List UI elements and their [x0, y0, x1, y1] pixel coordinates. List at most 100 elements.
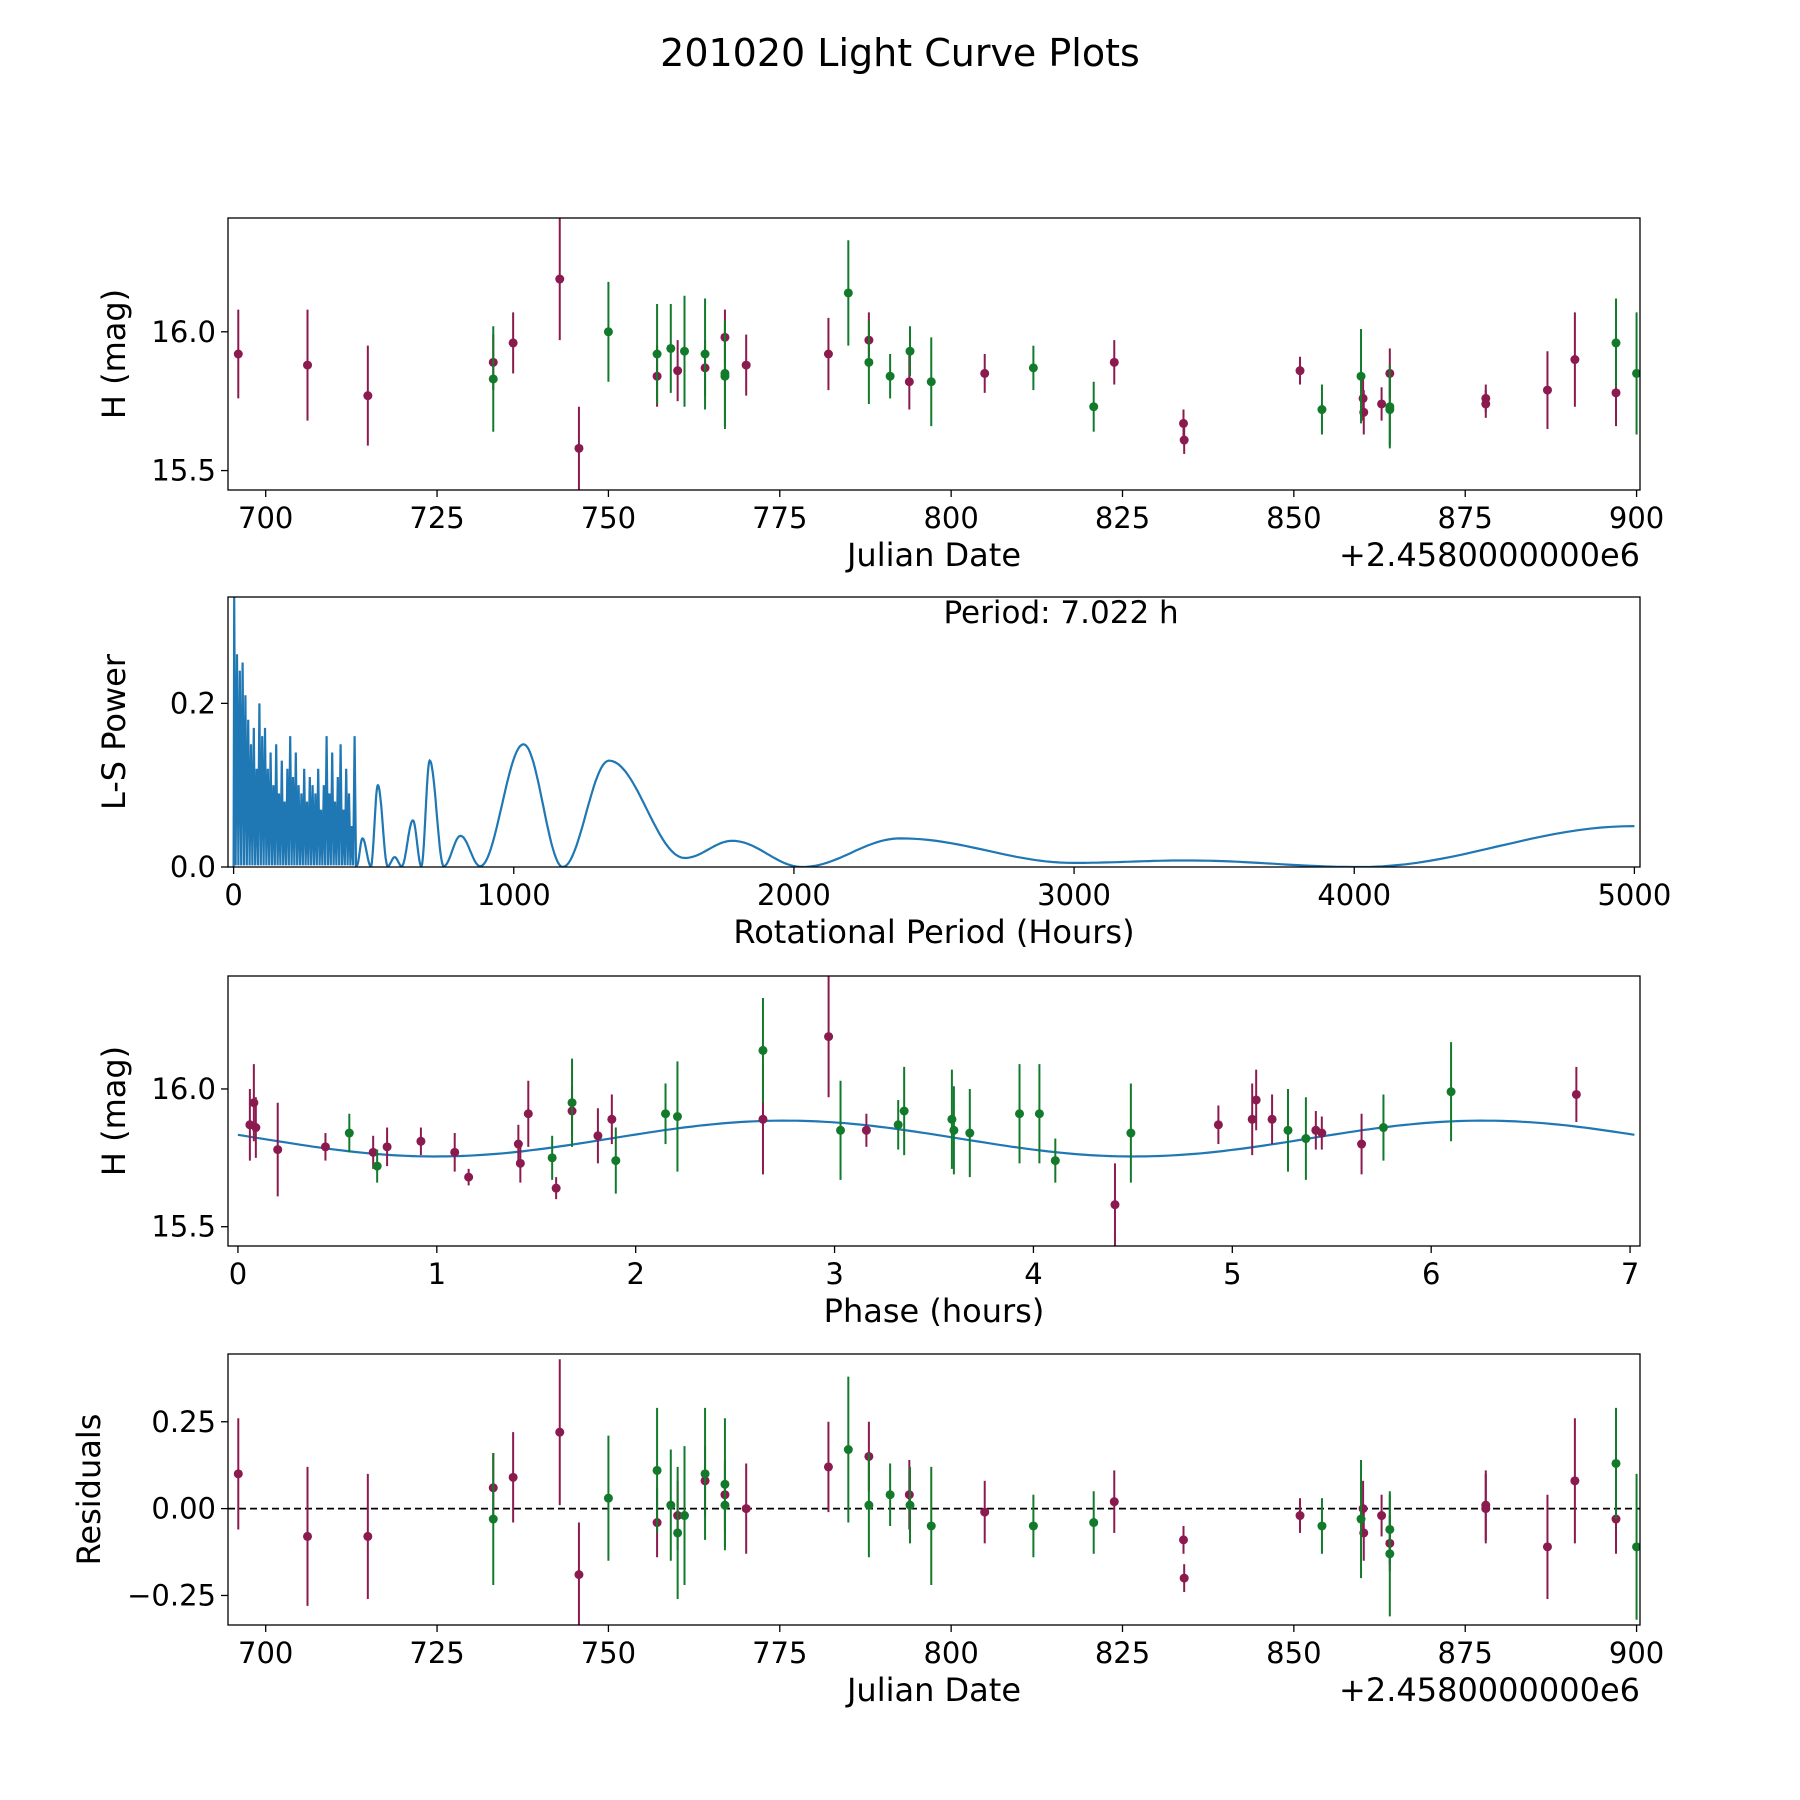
lc-offset-label: +2.4580000000e6 — [1339, 536, 1640, 574]
lc-xtick-label: 700 — [238, 501, 293, 535]
phase-point — [1034, 1109, 1044, 1119]
phase-point — [551, 1183, 561, 1193]
phase-point — [965, 1128, 975, 1138]
phase-point — [515, 1158, 525, 1168]
phase-points — [245, 976, 1581, 1246]
lc-xtick-label: 850 — [1266, 501, 1321, 535]
phase-point — [249, 1098, 259, 1108]
residuals-point — [666, 1500, 676, 1510]
residuals-panel: 700 725 750 775 800 825 850 875 900 −0.25 0.00 0.25… — [70, 1353, 1664, 1709]
residuals-xtick-label: 800 — [923, 1636, 978, 1670]
phase-point — [758, 1045, 768, 1055]
lc-point — [603, 327, 613, 337]
lc-point — [303, 360, 313, 370]
phase-point — [1213, 1120, 1223, 1130]
phase-point — [607, 1114, 617, 1124]
lc-point — [1179, 435, 1189, 445]
residuals-point — [1632, 1542, 1640, 1552]
phase-point — [1110, 1200, 1120, 1210]
residuals-point — [926, 1521, 936, 1531]
residuals-point — [673, 1528, 683, 1538]
lc-point — [926, 377, 936, 387]
phase-point — [824, 1032, 834, 1042]
phase-point — [672, 1112, 682, 1122]
phase-xtick-label: 4 — [1024, 1257, 1042, 1291]
phase-ylabel: H (mag) — [95, 1046, 133, 1176]
residuals-point — [488, 1514, 498, 1524]
lc-point — [1611, 338, 1621, 348]
residuals-xtick-label: 900 — [1609, 1636, 1664, 1670]
lc-point — [666, 343, 676, 353]
phase-point — [611, 1156, 621, 1166]
residuals-point — [1028, 1521, 1038, 1531]
periodogram-panel: Period: 7.022 h 0 1000 2000 3000 4000 5000 0.0 0… — [95, 595, 1671, 951]
lc-point — [720, 371, 730, 381]
lc-point — [741, 360, 751, 370]
phase-point — [949, 1125, 959, 1135]
lc-ylabel: H (mag) — [95, 289, 133, 419]
lc-point — [1028, 363, 1038, 373]
periodogram-xlabel: Rotational Period (Hours) — [733, 913, 1134, 951]
phase-panel: 0 1 2 3 4 5 6 7 15.5 16.0 Phase (hours) H (mag) — [95, 975, 1641, 1330]
lc-point — [363, 391, 373, 401]
phase-point — [368, 1147, 378, 1157]
phase-ytick-label: 15.5 — [151, 1210, 216, 1244]
lc-point — [508, 338, 518, 348]
residuals-point — [1109, 1497, 1119, 1507]
residuals-ytick-label: 0.00 — [151, 1492, 216, 1526]
phase-model-curve — [237, 1119, 1635, 1158]
residuals-point — [680, 1511, 690, 1521]
residuals-point — [885, 1490, 895, 1500]
phase-xtick-label: 3 — [825, 1257, 843, 1291]
phase-point — [947, 1114, 957, 1124]
residuals-point — [1570, 1476, 1580, 1486]
phase-point — [1015, 1109, 1025, 1119]
lc-point — [1377, 399, 1387, 409]
phase-point — [1446, 1087, 1456, 1097]
phase-xtick-label: 1 — [428, 1257, 446, 1291]
lc-point — [1611, 388, 1621, 398]
residuals-point — [1481, 1504, 1491, 1514]
phase-point — [1267, 1114, 1277, 1124]
lc-point — [488, 374, 498, 384]
phase-point — [382, 1142, 392, 1152]
periodogram-xtick-label: 1000 — [477, 878, 551, 912]
residuals-xtick-label: 725 — [409, 1636, 464, 1670]
phase-point — [1378, 1123, 1388, 1133]
lc-xtick-label: 825 — [1095, 501, 1150, 535]
lc-point — [1385, 402, 1395, 412]
periodogram-xtick-label: 3000 — [1037, 878, 1111, 912]
residuals-point — [1178, 1535, 1188, 1545]
lc-points — [233, 218, 1640, 490]
residuals-point — [1295, 1511, 1305, 1521]
phase-point — [861, 1125, 871, 1135]
phase-point — [1571, 1089, 1581, 1099]
phase-ytick-label: 16.0 — [151, 1072, 216, 1106]
phase-xtick-label: 7 — [1621, 1257, 1639, 1291]
residuals-point — [843, 1445, 853, 1455]
residuals-point — [1611, 1458, 1621, 1468]
phase-point — [893, 1120, 903, 1130]
lc-xtick-label: 725 — [409, 501, 464, 535]
phase-point — [450, 1147, 460, 1157]
lc-point — [905, 346, 915, 356]
phase-xtick-label: 6 — [1422, 1257, 1440, 1291]
residuals-point — [1089, 1518, 1099, 1528]
phase-point — [836, 1125, 846, 1135]
residuals-point — [864, 1500, 874, 1510]
phase-xtick-label: 5 — [1223, 1257, 1241, 1291]
lc-point — [1089, 402, 1099, 412]
periodogram-xtick-label: 4000 — [1317, 878, 1391, 912]
lc-point — [1481, 399, 1491, 409]
residuals-offset-label: +2.4580000000e6 — [1339, 1671, 1640, 1709]
phase-point — [1247, 1114, 1257, 1124]
lc-point — [1356, 371, 1366, 381]
lc-point — [574, 443, 584, 453]
phase-xtick-label: 0 — [229, 1257, 247, 1291]
lc-xtick-label: 775 — [752, 501, 807, 535]
phase-point — [1050, 1156, 1060, 1166]
lc-xtick-label: 750 — [581, 501, 636, 535]
phase-point — [464, 1172, 474, 1182]
phase-point — [344, 1128, 354, 1138]
lc-xtick-label: 900 — [1609, 501, 1664, 535]
